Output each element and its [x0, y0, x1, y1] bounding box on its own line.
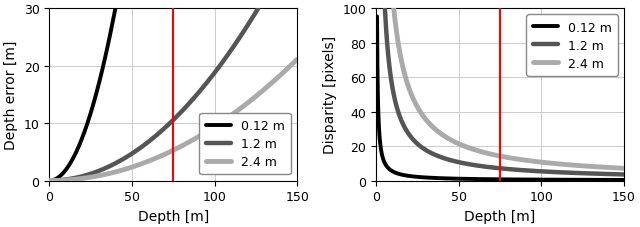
2.4 m [207, 128, 214, 131]
1.2 m [393, 106, 401, 109]
2.4 m [91, 175, 99, 178]
0.12 m [422, 176, 430, 179]
1.2 m [191, 96, 199, 98]
2.4 m [230, 112, 238, 115]
0.12 m [76, 143, 84, 145]
2.4 m [600, 166, 607, 169]
0.12 m [580, 179, 588, 181]
Line: 2.4 m: 2.4 m [50, 60, 297, 181]
1.2 m [254, 8, 262, 10]
1.2 m [583, 172, 591, 175]
0.12 m [92, 97, 99, 100]
Y-axis label: Depth error [m]: Depth error [m] [4, 40, 18, 149]
Line: 0.12 m: 0.12 m [50, 9, 115, 181]
1.2 m [421, 148, 429, 151]
X-axis label: Depth [m]: Depth [m] [465, 209, 536, 223]
2.4 m [504, 156, 511, 159]
2.4 m [141, 162, 148, 164]
0.12 m [70, 156, 77, 159]
2.4 m [390, 8, 397, 10]
0.12 m [111, 8, 119, 11]
X-axis label: Depth [m]: Depth [m] [138, 209, 209, 223]
0.12 m [111, 13, 118, 15]
Line: 0.12 m: 0.12 m [377, 17, 624, 180]
1.2 m [445, 159, 453, 162]
1.2 m [620, 173, 628, 176]
1.2 m [381, 8, 388, 11]
2.4 m [545, 162, 552, 165]
Y-axis label: Disparity [pixels]: Disparity [pixels] [323, 36, 337, 154]
1.2 m [72, 177, 80, 179]
Line: 1.2 m: 1.2 m [50, 9, 258, 181]
0.12 m [373, 16, 381, 19]
0.12 m [449, 178, 456, 180]
Legend: 0.12 m, 1.2 m, 2.4 m: 0.12 m, 1.2 m, 2.4 m [526, 15, 618, 76]
0.12 m [69, 158, 77, 160]
2.4 m [429, 126, 436, 129]
2.4 m [589, 165, 597, 168]
2.4 m [46, 179, 54, 182]
0.12 m [617, 179, 625, 182]
1.2 m [83, 174, 90, 177]
0.12 m [100, 61, 108, 64]
Legend: 0.12 m, 1.2 m, 2.4 m: 0.12 m, 1.2 m, 2.4 m [200, 113, 291, 175]
2.4 m [195, 136, 202, 138]
1.2 m [600, 173, 608, 175]
1.2 m [46, 179, 54, 182]
1.2 m [115, 161, 122, 163]
0.12 m [46, 179, 54, 182]
0.12 m [541, 178, 548, 181]
2.4 m [250, 98, 257, 100]
0.12 m [620, 179, 628, 182]
Line: 2.4 m: 2.4 m [394, 9, 624, 169]
1.2 m [511, 168, 518, 171]
0.12 m [407, 175, 415, 178]
Line: 1.2 m: 1.2 m [385, 10, 624, 175]
1.2 m [222, 57, 230, 59]
2.4 m [488, 153, 495, 156]
2.4 m [293, 59, 301, 62]
2.4 m [620, 167, 628, 170]
1.2 m [236, 37, 244, 39]
